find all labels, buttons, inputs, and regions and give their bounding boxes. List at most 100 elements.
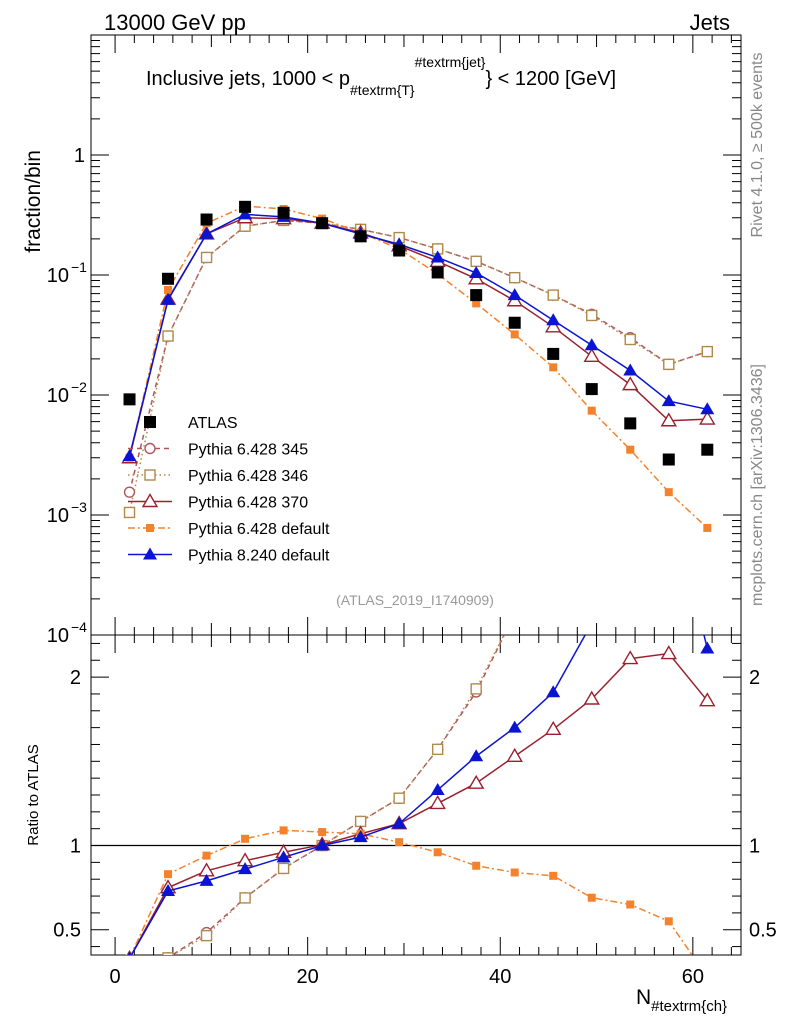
ratio-point-pythia-8-240-default: [161, 884, 176, 896]
top-point-pythia-6-428-370: [699, 410, 716, 425]
ratio-point-pythia-6-428-346: [548, 489, 558, 499]
top-point-atlas: [585, 383, 598, 396]
top-point-atlas: [701, 443, 714, 456]
ratio-point-pythia-6-428-default: [164, 870, 173, 879]
ratio-point-pythia-6-428-345: [125, 981, 135, 991]
top-point-pythia-6-428-346: [547, 289, 559, 301]
ratio-point-pythia-8-240-default: [315, 838, 330, 851]
top-point-pythia-8-240-default: [199, 226, 214, 239]
ratio-line-pythia-6-428-370: [130, 652, 708, 955]
legend-label: ATLAS: [188, 415, 238, 432]
x-tick-label: 0: [110, 966, 121, 988]
ratio-point-pythia-6-428-346: [354, 815, 367, 828]
top-point-atlas: [200, 213, 213, 226]
ratio-point-pythia-8-240-default: [623, 542, 637, 554]
top-point-pythia-6-428-370: [622, 376, 639, 391]
top-point-pythia-6-428-346: [586, 309, 598, 322]
ratio-point-pythia-8-240-default: [507, 720, 522, 733]
legend-marker-pythia-6-428-346: [144, 469, 156, 481]
top-point-atlas: [470, 289, 483, 302]
ratio-series-pythia-8-240-default: [127, 542, 715, 955]
top-point-pythia-8-240-default: [546, 313, 561, 326]
title-suffix: } < 1200 [GeV]: [485, 68, 616, 90]
analysis-id-label: (ATLAS_2019_I1740909): [336, 592, 494, 608]
ratio-point-pythia-6-428-default: [510, 868, 519, 877]
top-series-atlas: [123, 200, 714, 466]
top-panel-frame: [90, 34, 742, 636]
legend-marker-pythia-8-240-default: [143, 547, 157, 560]
rivet-version-label: Rivet 4.1.0, ≥ 500k events: [749, 53, 766, 238]
top-point-atlas: [316, 217, 329, 230]
legend-entry-pythia-6-428-370: Pythia 6.428 370: [128, 493, 308, 512]
ratio-point-pythia-8-240-default: [127, 951, 132, 955]
header-process-label: Jets: [690, 10, 730, 35]
legend-label: Pythia 6.428 345: [188, 442, 308, 459]
ratio-point-pythia-8-240-default: [469, 749, 484, 762]
ratio-point-pythia-6-428-346: [625, 167, 635, 177]
ratio-point-pythia-8-240-default: [199, 873, 214, 886]
top-point-pythia-6-428-default: [664, 488, 673, 497]
top-line-pythia-6-428-346: [128, 219, 708, 513]
ratio-point-pythia-6-428-346: [239, 892, 251, 904]
legend-marker-pythia-6-428-345: [144, 442, 156, 455]
ratio-point-pythia-6-428-370: [622, 650, 639, 665]
ratio-point-pythia-6-428-346: [162, 952, 174, 955]
top-point-pythia-8-240-default: [122, 449, 137, 462]
top-series-pythia-6-428-346: [123, 214, 713, 519]
ratio-point-pythia-6-428-default: [279, 826, 288, 835]
top-y-tick-label: 10: [47, 625, 69, 647]
top-y-tick-label: 1: [74, 145, 85, 167]
top-point-pythia-6-428-default: [587, 406, 596, 415]
ratio-point-pythia-6-428-345: [625, 138, 635, 148]
legend-entry-pythia-6-428-default: Pythia 6.428 default: [128, 521, 330, 538]
ratio-point-pythia-6-428-default: [202, 851, 211, 860]
top-point-atlas: [547, 347, 560, 360]
top-point-atlas: [239, 200, 252, 213]
top-point-atlas: [508, 316, 521, 329]
ratio-point-pythia-6-428-default: [395, 838, 404, 847]
top-point-pythia-6-428-346: [162, 330, 174, 342]
top-y-axis-title: fraction/bin: [22, 150, 45, 253]
top-point-atlas: [123, 393, 136, 406]
top-point-pythia-8-240-default: [661, 394, 676, 407]
top-point-atlas: [662, 453, 675, 466]
top-y-tick-label: 10: [47, 385, 69, 407]
ratio-point-pythia-8-240-default: [276, 850, 291, 863]
ratio-point-pythia-6-428-default: [626, 900, 635, 909]
ratio-y-tick-label-right: 2: [749, 667, 760, 689]
top-point-atlas: [162, 272, 175, 285]
top-point-pythia-6-428-346: [200, 251, 213, 264]
top-point-pythia-8-240-default: [430, 250, 445, 263]
ratio-point-pythia-6-428-370: [699, 692, 716, 707]
legend-entry-pythia-6-428-346: Pythia 6.428 346: [128, 468, 308, 485]
x-tick-label: 60: [682, 966, 704, 988]
top-y-tick-label: 10: [47, 265, 69, 287]
top-point-pythia-6-428-345: [123, 486, 136, 498]
top-point-pythia-8-240-default: [238, 207, 253, 220]
top-point-pythia-8-240-default: [507, 288, 522, 301]
ratio-point-pythia-8-240-default: [700, 641, 715, 654]
ratio-panel-frame: [90, 634, 742, 956]
top-y-tick-exponent: −3: [71, 499, 87, 515]
top-point-pythia-6-428-346: [123, 506, 136, 519]
top-point-pythia-6-428-370: [660, 412, 677, 427]
ratio-line-pythia-8-240-default: [130, 635, 709, 955]
top-point-pythia-6-428-346: [701, 345, 713, 358]
ratio-series-pythia-6-428-370: [126, 645, 716, 955]
legend-label: Pythia 8.240 default: [188, 548, 330, 565]
ratio-point-pythia-6-428-346: [393, 792, 405, 804]
ratio-point-pythia-6-428-default: [433, 848, 442, 857]
top-y-tick-exponent: −2: [71, 379, 87, 395]
ratio-y-tick-label-right: 0.5: [749, 920, 777, 942]
title-prefix: Inclusive jets, 1000 < p: [146, 68, 350, 90]
ratio-point-pythia-6-428-346: [125, 990, 135, 1000]
top-point-pythia-6-428-370: [583, 347, 600, 363]
top-line-pythia-6-428-default: [128, 205, 708, 529]
legend-marker-pythia-6-428-370: [141, 493, 159, 508]
title-superscript: #textrm{jet}: [415, 54, 486, 70]
top-point-atlas: [354, 230, 367, 243]
top-point-pythia-6-428-346: [624, 333, 636, 346]
top-point-pythia-6-428-346: [470, 255, 482, 268]
top-point-atlas: [277, 206, 290, 219]
